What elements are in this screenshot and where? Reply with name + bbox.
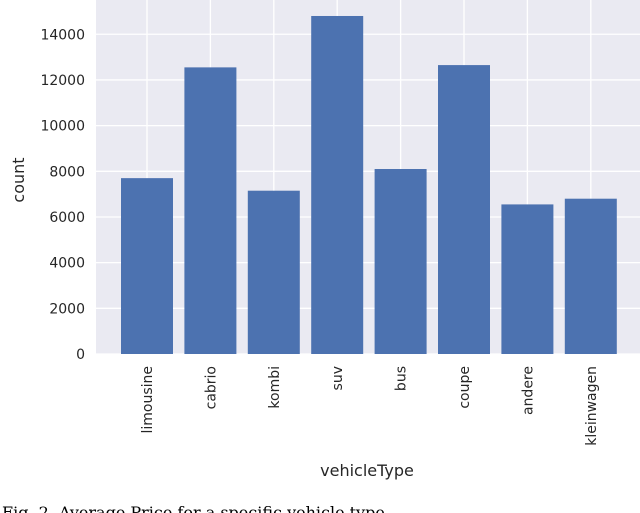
bar-kleinwagen	[564, 198, 617, 354]
plot-background	[96, 0, 640, 354]
y-tick-label: 12000	[40, 73, 85, 89]
bar-kombi	[247, 190, 300, 354]
x-tick-labels: limousine cabrio kombi suv bus coupe andere kle…	[140, 366, 600, 446]
y-tick-label: 10000	[40, 119, 85, 135]
y-axis-label: count	[9, 157, 28, 202]
x-tick-label-andere: andere	[520, 366, 536, 415]
y-tick-labels: 0 2000 4000 6000 8000 10000 12000 14000	[40, 27, 85, 363]
y-tick-label: 14000	[40, 27, 85, 43]
y-tick-label: 2000	[49, 301, 85, 317]
x-tick-label-cabrio: cabrio	[203, 366, 219, 409]
x-tick-label-limousine: limousine	[140, 366, 156, 434]
bars	[121, 15, 617, 355]
bar-limousine	[121, 178, 173, 354]
figure-caption: Fig. 2. Average Price for a specific veh…	[2, 503, 385, 513]
y-tick-label: 8000	[49, 164, 85, 180]
bar-cabrio	[184, 67, 237, 354]
x-tick-label-suv: suv	[330, 366, 346, 390]
bar-bus	[374, 169, 427, 354]
bar-coupe	[438, 65, 490, 354]
y-tick-label: 0	[76, 347, 85, 363]
x-axis-label: vehicleType	[320, 461, 414, 480]
y-tick-label: 4000	[49, 256, 85, 272]
x-tick-label-bus: bus	[394, 366, 410, 391]
bar-andere	[501, 204, 554, 354]
x-tick-label-kombi: kombi	[267, 366, 283, 409]
x-tick-label-coupe: coupe	[457, 366, 473, 409]
y-tick-label: 6000	[49, 210, 85, 226]
bar-suv	[311, 15, 364, 355]
x-tick-label-kleinwagen: kleinwagen	[584, 366, 600, 446]
